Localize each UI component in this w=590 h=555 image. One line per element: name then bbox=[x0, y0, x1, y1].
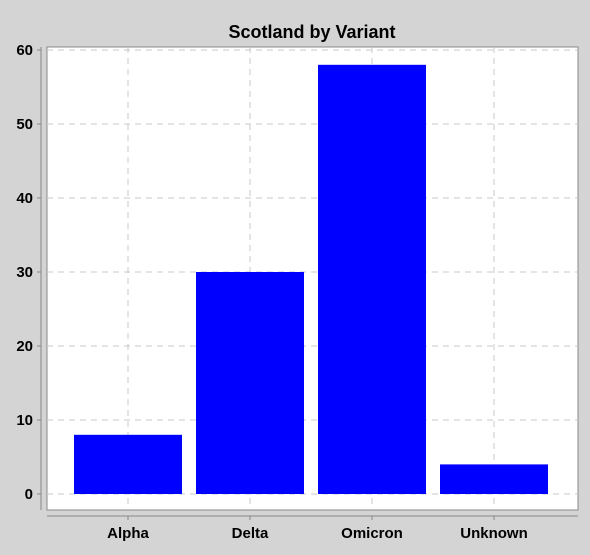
y-tick-label: 50 bbox=[16, 116, 33, 133]
bar-alpha bbox=[74, 434, 182, 494]
x-tick-label: Alpha bbox=[107, 525, 149, 542]
bars bbox=[74, 64, 548, 495]
y-tick-label: 10 bbox=[16, 412, 33, 429]
y-tick-label: 20 bbox=[16, 338, 33, 355]
y-tick-label: 30 bbox=[16, 264, 33, 281]
y-axis-ticks: 0 10 20 30 40 50 60 bbox=[16, 42, 41, 503]
bar-unknown bbox=[440, 464, 548, 494]
chart-title: Scotland by Variant bbox=[228, 22, 395, 42]
x-tick-label: Delta bbox=[232, 525, 269, 542]
y-tick-label: 0 bbox=[25, 486, 33, 503]
x-tick-label: Unknown bbox=[460, 525, 528, 542]
x-tick-label: Omicron bbox=[341, 525, 403, 542]
x-axis-ticks: Alpha Delta Omicron Unknown bbox=[107, 516, 528, 542]
y-tick-label: 60 bbox=[16, 42, 33, 59]
bar-omicron bbox=[318, 64, 426, 495]
y-tick-label: 40 bbox=[16, 190, 33, 207]
bar-delta bbox=[196, 272, 304, 494]
